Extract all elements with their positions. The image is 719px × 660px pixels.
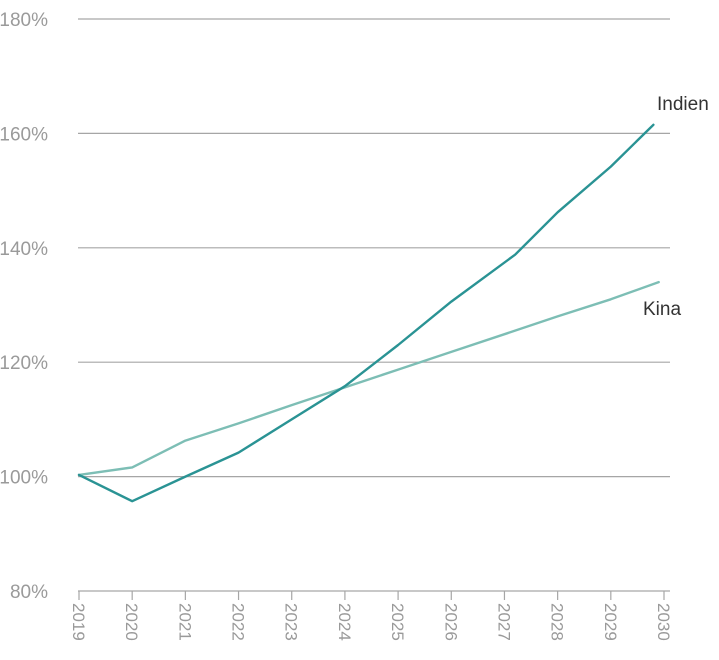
series-line-kina	[77, 280, 660, 477]
x-axis	[78, 590, 670, 600]
series-line-indien	[77, 123, 655, 503]
y-tick-label: 80%	[10, 582, 48, 603]
x-tick-label: 2030	[654, 603, 673, 641]
x-tick-label: 2023	[282, 603, 301, 641]
x-tick-label: 2021	[175, 603, 194, 641]
series-label-kina: Kina	[643, 299, 681, 320]
y-axis-tick-labels: 80% 100% 120% 140% 160% 180%	[0, 10, 48, 603]
x-tick-label: 2028	[548, 603, 567, 641]
y-tick-label: 120%	[0, 353, 48, 374]
x-tick-label: 2019	[69, 603, 88, 641]
series-label-indien: Indien	[657, 94, 709, 115]
x-tick-label: 2025	[388, 603, 407, 641]
series-labels: Indien Kina	[643, 94, 709, 320]
x-tick-label: 2022	[229, 603, 248, 641]
y-tick-label: 100%	[0, 468, 48, 489]
x-tick-label: 2026	[441, 603, 460, 641]
y-tick-label: 160%	[0, 124, 48, 145]
y-tick-label: 140%	[0, 239, 48, 260]
x-tick-label: 2020	[122, 603, 141, 641]
x-tick-label: 2029	[601, 603, 620, 641]
series-lines	[77, 123, 660, 503]
x-tick-label: 2027	[494, 603, 513, 641]
x-axis-tick-labels: 2019 2020 2021 2022 2023 2024 2025 2026 2027 2028…	[69, 603, 673, 641]
grid-lines	[78, 18, 670, 478]
x-tick-label: 2024	[335, 603, 354, 641]
y-tick-label: 180%	[0, 10, 48, 31]
